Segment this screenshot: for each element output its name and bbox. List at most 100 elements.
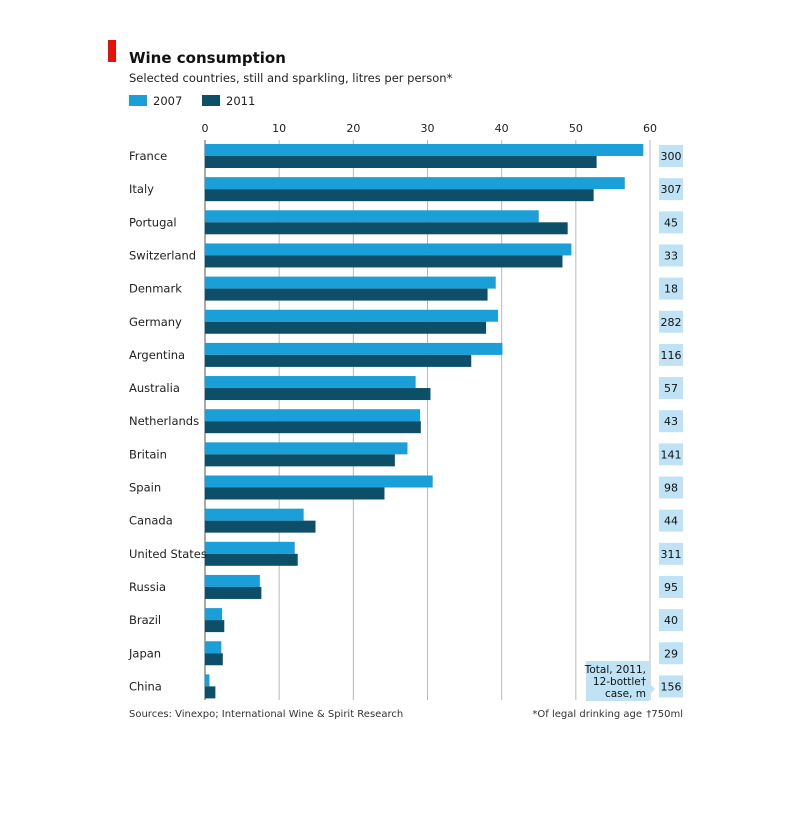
bar-denmark-2007 bbox=[205, 276, 496, 289]
side-value-united-states: 311 bbox=[661, 548, 682, 561]
side-value-china: 156 bbox=[661, 680, 682, 693]
category-label-brazil: Brazil bbox=[129, 613, 161, 627]
accent-bar bbox=[108, 40, 116, 62]
callout: Total, 2011, 12-bottle† case, m bbox=[584, 661, 655, 701]
side-box-australia bbox=[659, 377, 683, 400]
side-box-switzerland bbox=[659, 244, 683, 267]
bar-japan-2011 bbox=[205, 653, 223, 666]
category-label-united-states: United States bbox=[129, 547, 207, 561]
x-tick-label-60: 60 bbox=[643, 122, 657, 135]
bar-france-2011 bbox=[205, 156, 597, 168]
side-box-denmark bbox=[659, 277, 683, 300]
bar-france-2007 bbox=[205, 144, 644, 156]
callout-line-3: case, m bbox=[605, 688, 646, 700]
side-value-netherlands: 43 bbox=[664, 415, 678, 428]
bar-spain-2011 bbox=[205, 487, 385, 500]
bar-germany-2011 bbox=[205, 321, 487, 334]
bar-australia-2011 bbox=[205, 388, 431, 401]
bar-japan-2007 bbox=[205, 641, 222, 654]
side-value-britain: 141 bbox=[661, 448, 682, 461]
category-label-japan: Japan bbox=[128, 646, 161, 660]
legend: 2007 2011 bbox=[129, 94, 255, 108]
footnote-legal-age: *Of legal drinking age bbox=[532, 709, 642, 720]
bar-switzerland-2007 bbox=[205, 243, 572, 256]
category-label-portugal: Portugal bbox=[129, 215, 177, 229]
side-box-netherlands bbox=[659, 410, 683, 433]
bar-italy-2011 bbox=[205, 189, 594, 202]
bar-britain-2011 bbox=[205, 454, 395, 467]
category-label-france: France bbox=[129, 149, 167, 163]
category-label-russia: Russia bbox=[129, 580, 166, 594]
side-box-france bbox=[659, 145, 683, 167]
bar-denmark-2011 bbox=[205, 288, 488, 301]
source-note: Sources: Vinexpo; International Wine & S… bbox=[129, 709, 403, 720]
category-label-spain: Spain bbox=[129, 481, 161, 495]
bar-canada-2011 bbox=[205, 520, 316, 533]
side-box-china bbox=[659, 675, 683, 698]
legend-swatch-2011 bbox=[202, 95, 220, 106]
bar-australia-2007 bbox=[205, 376, 416, 389]
side-box-italy bbox=[659, 178, 683, 201]
side-value-switzerland: 33 bbox=[664, 249, 678, 262]
bar-switzerland-2011 bbox=[205, 255, 563, 268]
bar-portugal-2007 bbox=[205, 210, 539, 223]
side-column: 300 307 45 33 18 282 116 57 43 141 98 44 311 95 40 29 15… bbox=[659, 145, 683, 698]
legend-label-2007: 2007 bbox=[153, 94, 182, 108]
x-tick-label-10: 10 bbox=[272, 122, 286, 135]
bar-italy-2007 bbox=[205, 177, 625, 190]
bar-spain-2007 bbox=[205, 475, 433, 488]
side-box-portugal bbox=[659, 211, 683, 234]
footnote-bottle-size: †750ml bbox=[646, 709, 683, 720]
side-value-france: 300 bbox=[661, 150, 682, 163]
category-label-switzerland: Switzerland bbox=[129, 248, 196, 262]
callout-box bbox=[586, 661, 655, 701]
bar-russia-2007 bbox=[205, 574, 260, 587]
side-value-portugal: 45 bbox=[664, 216, 678, 229]
callout-line-1: Total, 2011, bbox=[584, 664, 646, 676]
bar-china-2011 bbox=[205, 686, 216, 699]
bar-germany-2007 bbox=[205, 309, 498, 322]
bars bbox=[205, 144, 644, 699]
bar-portugal-2011 bbox=[205, 222, 568, 235]
x-tick-label-40: 40 bbox=[495, 122, 509, 135]
chart-title: Wine consumption bbox=[129, 49, 286, 67]
category-label-italy: Italy bbox=[129, 182, 154, 196]
category-label-germany: Germany bbox=[129, 315, 182, 329]
category-label-britain: Britain bbox=[129, 447, 167, 461]
x-axis-ticks: 0 10 20 30 40 50 60 bbox=[202, 122, 658, 135]
bar-united-states-2011 bbox=[205, 553, 298, 566]
side-value-russia: 95 bbox=[664, 581, 678, 594]
side-box-britain bbox=[659, 443, 683, 466]
side-value-germany: 282 bbox=[661, 316, 682, 329]
category-label-denmark: Denmark bbox=[129, 282, 182, 296]
chart-subtitle: Selected countries, still and sparkling,… bbox=[129, 71, 453, 85]
bar-britain-2007 bbox=[205, 442, 408, 455]
side-value-japan: 29 bbox=[664, 647, 678, 660]
side-box-united-states bbox=[659, 542, 683, 565]
side-value-spain: 98 bbox=[664, 482, 678, 495]
category-label-argentina: Argentina bbox=[129, 348, 185, 362]
x-tick-label-50: 50 bbox=[569, 122, 583, 135]
side-value-denmark: 18 bbox=[664, 283, 678, 296]
bar-netherlands-2007 bbox=[205, 409, 421, 422]
legend-swatch-2007 bbox=[129, 95, 147, 106]
x-tick-label-0: 0 bbox=[202, 122, 209, 135]
side-box-russia bbox=[659, 575, 683, 598]
side-value-italy: 307 bbox=[661, 183, 682, 196]
side-value-argentina: 116 bbox=[661, 349, 682, 362]
bar-brazil-2007 bbox=[205, 608, 223, 621]
category-label-china: China bbox=[129, 679, 162, 693]
side-box-spain bbox=[659, 476, 683, 499]
side-box-brazil bbox=[659, 609, 683, 632]
x-tick-label-20: 20 bbox=[346, 122, 360, 135]
side-box-japan bbox=[659, 642, 683, 665]
bar-brazil-2011 bbox=[205, 620, 225, 633]
category-label-australia: Australia bbox=[129, 381, 180, 395]
category-label-netherlands: Netherlands bbox=[129, 414, 199, 428]
side-value-brazil: 40 bbox=[664, 614, 678, 627]
bar-united-states-2007 bbox=[205, 541, 295, 554]
legend-label-2011: 2011 bbox=[226, 94, 255, 108]
side-box-argentina bbox=[659, 343, 683, 366]
bar-argentina-2007 bbox=[205, 342, 503, 355]
